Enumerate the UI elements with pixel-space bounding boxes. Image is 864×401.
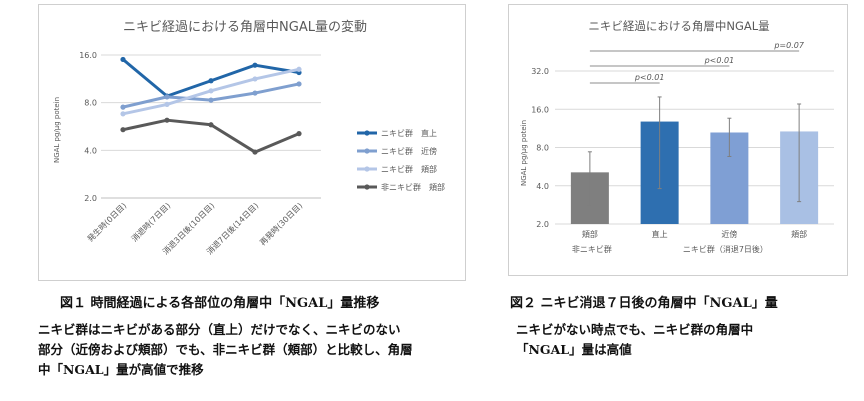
x-tick-label: 頬部	[791, 229, 807, 239]
data-point	[120, 111, 126, 117]
data-point	[164, 101, 170, 108]
bar-chart-panel: ニキビ経過における角層中NGAL量 NGAL pg/μg potein 2.0 4…	[508, 4, 848, 276]
data-point	[252, 62, 258, 68]
y-tick-label: 8.0	[84, 99, 97, 108]
group-label: ニキビ群（消退7日後）	[683, 244, 768, 254]
data-point	[252, 90, 258, 96]
figure1-description: ニキビ群はニキビがある部分（直上）だけでなく、ニキビのない 部分（近傍および頬部…	[38, 320, 413, 380]
significance-label: p=0.07	[773, 41, 805, 50]
data-point	[164, 94, 170, 100]
data-point	[252, 149, 258, 155]
x-tick-label: 発生時(0日目)	[85, 200, 128, 243]
data-point	[296, 131, 302, 137]
figure2-description: ニキビがない時点でも、ニキビ群の角層中 「NGAL」量は高値	[516, 320, 753, 360]
data-point	[120, 56, 126, 63]
chart1-y-axis-label: NGAL pg/μg potein	[53, 97, 61, 163]
x-tick-label: 再発時(30日目)	[258, 201, 304, 247]
data-point	[120, 127, 126, 133]
figure1-description-line: 中「NGAL」量が高値で推移	[38, 362, 204, 377]
legend-marker	[364, 148, 370, 154]
x-tick-label: 直上	[652, 229, 668, 239]
legend-marker	[364, 130, 370, 136]
x-tick-label: 頬部	[582, 229, 598, 239]
y-tick-label: 2.0	[84, 194, 97, 203]
legend-label: ニキビ群 近傍	[381, 146, 437, 156]
legend-label: 非ニキビ群 頬部	[381, 182, 445, 192]
chart1-title: ニキビ経過における角層中NGAL量の変動	[123, 19, 367, 35]
legend-marker	[364, 166, 370, 172]
legend-label: ニキビ群 直上	[381, 128, 437, 138]
data-point	[252, 76, 258, 82]
y-tick-label: 32.0	[531, 67, 549, 76]
line-chart: ニキビ経過における角層中NGAL量の変動 NGAL pg/μg potein 2…	[53, 19, 445, 257]
significance-label: p<0.01	[634, 73, 665, 82]
data-point	[296, 81, 302, 87]
figure2-description-line: ニキビがない時点でも、ニキビ群の角層中	[516, 322, 754, 337]
bar-chart: ニキビ経過における角層中NGAL量 NGAL pg/μg potein 2.0 4…	[520, 19, 834, 254]
data-point	[208, 78, 214, 84]
chart2-title: ニキビ経過における角層中NGAL量	[588, 19, 769, 33]
x-tick-label: 近傍	[721, 229, 737, 239]
y-tick-label: 8.0	[536, 144, 549, 153]
data-point	[208, 97, 214, 103]
figure2-description-line: 「NGAL」量は高値	[516, 342, 632, 357]
y-tick-label: 16.0	[531, 105, 549, 114]
line-chart-panel: ニキビ経過における角層中NGAL量の変動 NGAL pg/μg potein 2…	[38, 4, 466, 281]
legend-marker	[364, 184, 370, 190]
figure1-caption: 図１ 時間経過による各部位の角層中「NGAL」量推移	[60, 296, 380, 311]
chart2-y-axis-label: NGAL pg/μg potein	[520, 120, 528, 186]
significance-label: p<0.01	[704, 56, 735, 65]
legend-label: ニキビ群 頬部	[381, 164, 437, 174]
data-point	[296, 66, 302, 72]
series-line	[122, 82, 300, 109]
group-label: 非ニキビ群	[572, 244, 612, 254]
data-point	[208, 88, 214, 94]
y-tick-label: 16.0	[79, 51, 97, 60]
figure1-description-line: ニキビ群はニキビがある部分（直上）だけでなく、ニキビのない	[38, 322, 401, 337]
data-point	[164, 117, 170, 123]
y-tick-label: 4.0	[536, 182, 549, 191]
data-point	[120, 104, 126, 110]
y-tick-label: 4.0	[84, 146, 97, 155]
x-tick-label: 消退時(7日目)	[129, 200, 172, 243]
figure2-caption: 図２ ニキビ消退７日後の角層中「NGAL」量	[510, 296, 778, 311]
y-tick-label: 2.0	[536, 220, 549, 229]
data-point	[208, 122, 214, 128]
figure1-description-line: 部分（近傍および頬部）でも、非ニキビ群（頬部）と比較し、角層	[38, 342, 413, 357]
